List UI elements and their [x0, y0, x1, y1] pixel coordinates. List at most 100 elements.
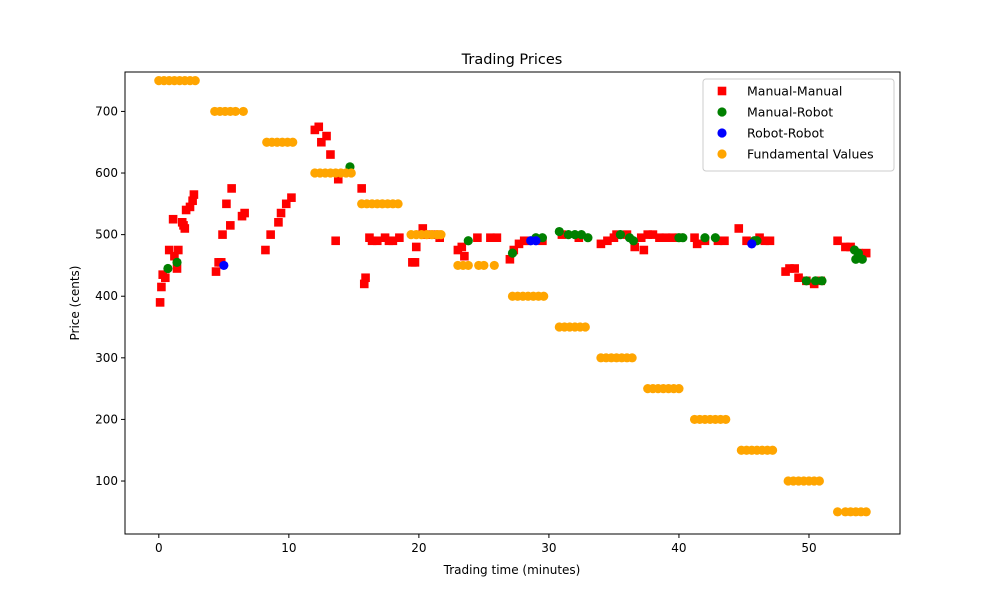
- point-manual-manual-6: [170, 251, 179, 261]
- point-manual-manual-100: [833, 236, 842, 246]
- point-manual-robot-9: [570, 230, 580, 240]
- point-manual-manual-95: [790, 264, 799, 273]
- plot-frame: [124, 71, 901, 535]
- point-fundamental-values-19: [288, 137, 298, 147]
- point-manual-manual-26: [266, 230, 275, 239]
- y-tick-label-500: 500: [95, 228, 118, 242]
- point-manual-manual-49: [410, 258, 420, 267]
- legend-marker-manual-manual: [717, 86, 727, 96]
- x-axis-title: Trading time (minutes): [443, 563, 581, 577]
- point-manual-manual-96: [794, 273, 803, 283]
- point-manual-manual-14: [188, 196, 197, 206]
- point-manual-manual-69: [596, 239, 606, 249]
- point-manual-manual-80: [661, 233, 671, 243]
- point-manual-manual-79: [655, 233, 664, 243]
- point-manual-manual-60: [492, 233, 502, 243]
- point-manual-manual-87: [720, 236, 729, 246]
- point-manual-manual-28: [276, 208, 286, 218]
- point-manual-robot-22: [810, 276, 821, 286]
- point-manual-manual-51: [418, 224, 428, 233]
- point-manual-manual-75: [636, 233, 646, 243]
- point-manual-manual-78: [648, 230, 658, 239]
- point-manual-manual-50: [411, 242, 421, 252]
- point-manual-manual-30: [287, 193, 296, 202]
- point-manual-manual-38: [357, 184, 366, 193]
- point-manual-manual-84: [692, 239, 702, 249]
- point-fundamental-values-35: [393, 199, 403, 209]
- legend-marker-fundamental-values: [717, 149, 727, 159]
- point-manual-manual-58: [473, 233, 482, 243]
- point-manual-manual-63: [514, 239, 524, 249]
- point-manual-manual-36: [331, 236, 340, 246]
- x-tick-label-30: 30: [541, 541, 556, 555]
- point-manual-robot-3: [463, 236, 473, 246]
- point-manual-manual-21: [226, 221, 235, 230]
- y-tick-label-200: 200: [95, 412, 118, 426]
- legend-item-robot-robot: Robot-Robot: [717, 126, 824, 141]
- point-fundamental-values-75: [674, 384, 684, 394]
- point-manual-robot-8: [563, 230, 574, 240]
- plot-marks: [154, 76, 871, 517]
- point-manual-manual-8: [174, 245, 183, 255]
- point-fundamental-values-48: [489, 260, 499, 271]
- point-fundamental-values-89: [767, 445, 778, 455]
- point-robot-robot-3: [747, 239, 757, 249]
- legend-marker-robot-robot: [717, 128, 727, 138]
- point-fundamental-values-47: [479, 260, 489, 271]
- point-manual-robot-18: [710, 233, 720, 243]
- point-manual-manual-7: [172, 264, 182, 273]
- legend-marker-manual-robot: [717, 107, 727, 117]
- point-fundamental-values-27: [346, 168, 356, 178]
- series-robot-robot: [219, 236, 757, 271]
- point-fundamental-values-55: [539, 291, 549, 301]
- y-tick-label-300: 300: [95, 351, 118, 365]
- point-manual-manual-3: [161, 273, 170, 283]
- legend-label-manual-robot: Manual-Robot: [747, 105, 833, 120]
- point-manual-manual-77: [643, 230, 653, 239]
- point-manual-manual-15: [189, 190, 199, 199]
- point-fundamental-values-61: [580, 322, 590, 332]
- x-tick-label-40: 40: [671, 541, 686, 555]
- point-manual-manual-101: [841, 242, 850, 252]
- point-fundamental-values-42: [436, 230, 446, 240]
- point-robot-robot-0: [219, 260, 229, 271]
- point-manual-manual-5: [168, 214, 178, 224]
- legend-label-robot-robot: Robot-Robot: [747, 126, 824, 141]
- point-manual-manual-1: [157, 282, 166, 292]
- point-manual-manual-70: [603, 236, 612, 246]
- point-manual-manual-61: [505, 254, 515, 264]
- point-manual-manual-56: [457, 242, 467, 252]
- point-manual-robot-17: [700, 233, 710, 243]
- point-fundamental-values-12: [230, 106, 241, 117]
- point-manual-manual-22: [227, 184, 236, 193]
- point-manual-manual-104: [861, 248, 871, 258]
- point-fundamental-values-96: [814, 476, 824, 486]
- series-fundamental-values: [154, 76, 871, 517]
- chart-title: Trading Prices: [461, 52, 563, 68]
- point-fundamental-values-45: [463, 260, 473, 271]
- point-manual-manual-37: [333, 174, 343, 184]
- point-manual-manual-40: [361, 273, 370, 283]
- point-manual-robot-11: [583, 233, 593, 243]
- point-fundamental-values-102: [861, 507, 871, 517]
- point-manual-manual-83: [690, 233, 699, 243]
- y-tick-label-700: 700: [95, 104, 118, 118]
- point-manual-manual-25: [261, 245, 270, 255]
- point-manual-manual-46: [388, 236, 398, 246]
- point-manual-manual-89: [742, 236, 751, 246]
- point-manual-manual-13: [185, 202, 195, 212]
- legend-frame: [702, 78, 895, 172]
- point-manual-manual-74: [630, 242, 640, 252]
- point-manual-manual-0: [155, 298, 165, 307]
- legend-item-manual-robot: Manual-Robot: [717, 105, 833, 120]
- legend-item-manual-manual: Manual-Manual: [717, 84, 842, 99]
- point-manual-manual-16: [211, 267, 221, 276]
- x-tick-label-10: 10: [281, 541, 296, 555]
- y-tick-label-400: 400: [95, 289, 118, 303]
- point-fundamental-values-82: [721, 414, 731, 425]
- point-manual-robot-4: [507, 248, 518, 258]
- point-robot-robot-2: [531, 236, 541, 246]
- x-tick-label-20: 20: [411, 541, 426, 555]
- x-axis: 0 10 20 30 40 50: [155, 534, 817, 555]
